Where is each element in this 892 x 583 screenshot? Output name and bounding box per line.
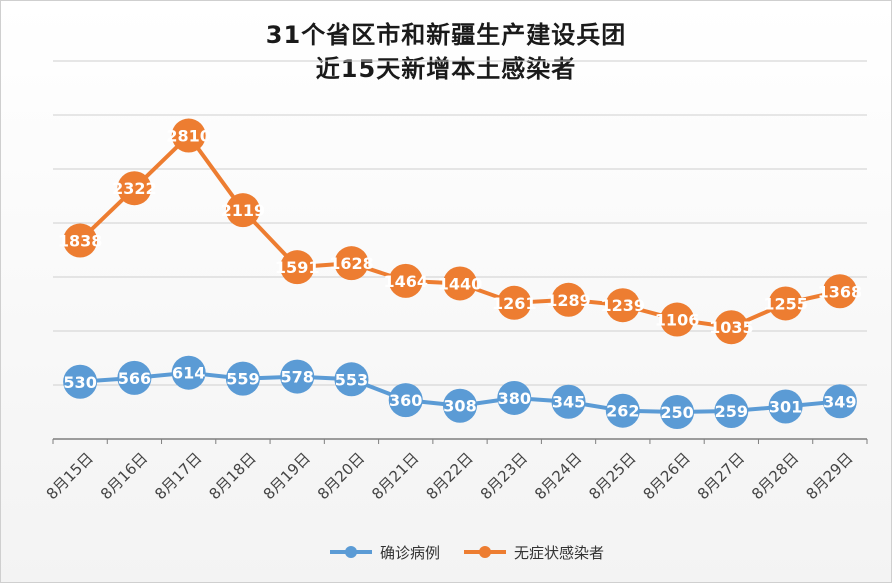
x-tick-label: 8月25日 [585, 449, 639, 503]
x-tick-label: 8月15日 [43, 449, 97, 503]
x-tick-label: 8月19日 [260, 449, 314, 503]
data-point [63, 223, 98, 258]
data-point [497, 380, 532, 415]
data-point [334, 362, 369, 397]
data-point [280, 359, 315, 394]
data-point [714, 310, 749, 345]
data-point [822, 274, 857, 309]
data-label: 566 [118, 369, 151, 388]
data-label: 1106 [655, 311, 700, 330]
legend-label-asymptomatic: 无症状感染者 [514, 543, 605, 562]
data-point [388, 383, 423, 418]
chart-title: 31个省区市和新疆生产建设兵团 [265, 21, 627, 49]
data-label: 2322 [112, 179, 157, 198]
data-label: 614 [172, 364, 205, 383]
data-point [388, 263, 423, 298]
data-label: 1440 [438, 274, 483, 293]
data-point [171, 355, 206, 390]
data-label: 301 [769, 397, 802, 416]
data-label: 1239 [601, 296, 646, 315]
x-tick-label: 8月26日 [640, 449, 694, 503]
x-tick-label: 8月22日 [423, 449, 477, 503]
data-point [117, 360, 152, 395]
data-label: 1261 [492, 294, 537, 313]
x-tick-label: 8月27日 [694, 449, 748, 503]
data-label: 2119 [221, 201, 266, 220]
data-label: 1035 [709, 318, 754, 337]
data-label: 1464 [383, 272, 428, 291]
data-label: 559 [226, 370, 259, 389]
data-label: 1838 [58, 231, 103, 250]
data-label: 578 [280, 368, 313, 387]
data-point [551, 282, 586, 317]
data-label: 262 [606, 402, 639, 421]
data-point [334, 246, 369, 281]
x-tick-label: 8月18日 [205, 449, 259, 503]
legend-swatch-asymptomatic [464, 546, 506, 558]
data-label: 259 [715, 402, 748, 421]
data-point [605, 393, 640, 428]
chart-subtitle: 近15天新增本土感染者 [315, 55, 577, 83]
data-point [605, 288, 640, 323]
data-point [171, 118, 206, 153]
data-point [63, 364, 98, 399]
data-point [280, 250, 315, 285]
legend-item-asymptomatic: 无症状感染者 [462, 542, 604, 563]
data-label: 553 [335, 370, 368, 389]
data-label: 345 [552, 393, 585, 412]
data-point [768, 389, 803, 424]
legend-item-confirmed: 确诊病例 [328, 542, 440, 563]
data-point [117, 171, 152, 206]
data-point [497, 285, 532, 320]
data-point [443, 388, 477, 423]
data-point [768, 286, 803, 321]
data-point [225, 193, 260, 228]
x-tick-label: 8月21日 [368, 449, 422, 503]
data-label: 530 [63, 373, 96, 392]
data-point [714, 394, 749, 429]
x-tick-label: 8月17日 [151, 449, 205, 503]
data-label: 308 [443, 397, 476, 416]
x-tick-label: 8月28日 [748, 449, 802, 503]
data-point [822, 384, 857, 419]
data-point [660, 302, 695, 337]
data-label: 1289 [546, 291, 591, 310]
data-label: 349 [823, 392, 856, 411]
data-point [443, 266, 477, 301]
data-label: 1591 [275, 258, 320, 277]
data-label: 1255 [763, 294, 808, 313]
data-label: 380 [498, 389, 531, 408]
data-point [551, 384, 586, 419]
data-label: 250 [660, 403, 693, 422]
x-tick-label: 8月23日 [477, 449, 531, 503]
data-point [225, 361, 260, 396]
legend: 确诊病例 无症状感染者 [301, 538, 631, 566]
data-point [660, 395, 695, 429]
x-tick-label: 8月20日 [314, 449, 368, 503]
data-label: 2810 [166, 127, 211, 146]
x-tick-label: 8月24日 [531, 449, 585, 503]
x-tick-label: 8月29日 [802, 449, 856, 503]
legend-swatch-confirmed [329, 546, 372, 558]
data-label: 360 [389, 391, 422, 410]
data-label: 1368 [818, 282, 863, 301]
data-label: 1628 [329, 254, 374, 273]
legend-label-confirmed: 确诊病例 [379, 543, 440, 562]
x-tick-label: 8月16日 [97, 449, 151, 503]
